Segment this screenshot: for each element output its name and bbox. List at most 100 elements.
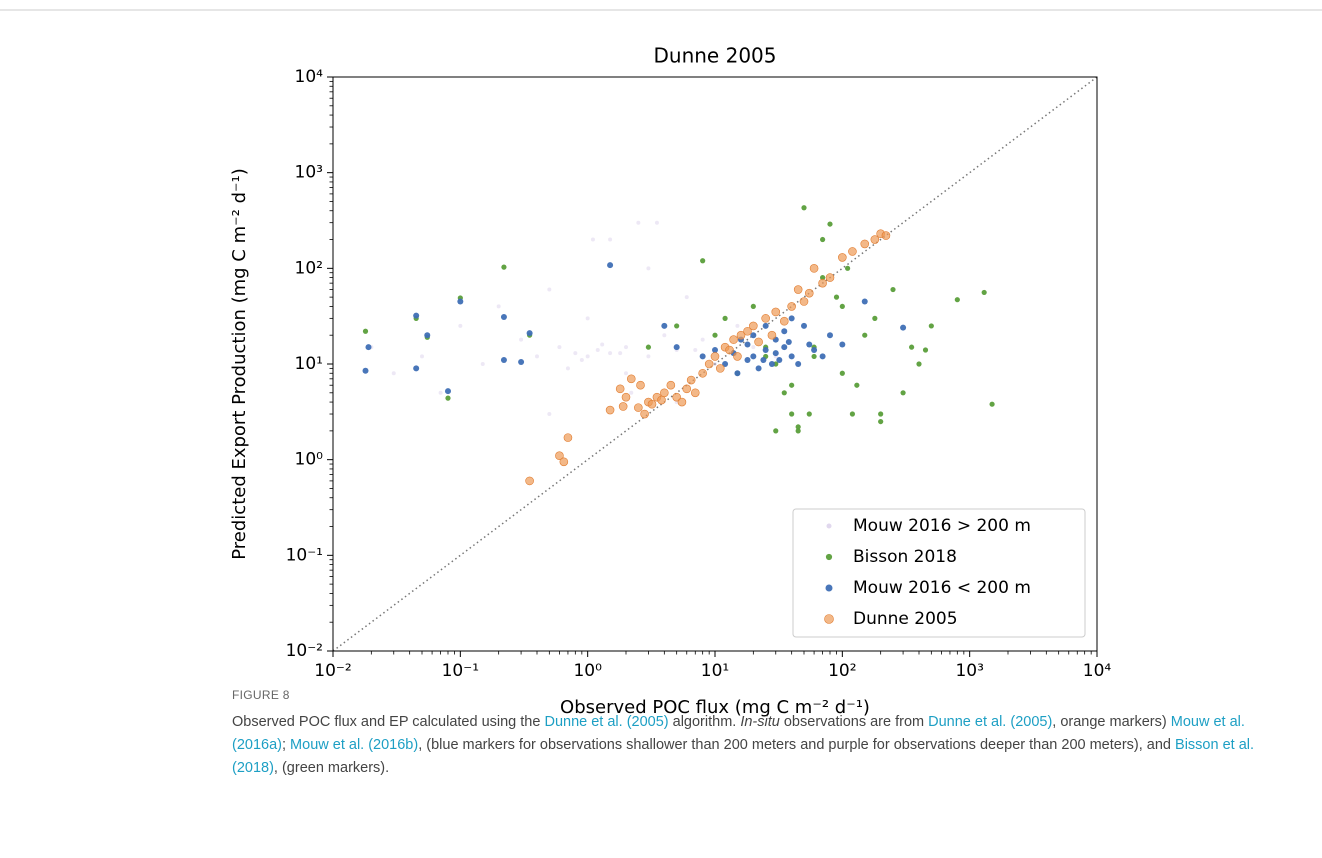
data-point — [559, 457, 569, 467]
data-point — [500, 313, 507, 320]
data-point — [928, 323, 934, 329]
y-axis-label: Predicted Export Production (mg C m⁻² d⁻… — [229, 168, 250, 559]
data-point — [662, 333, 667, 338]
data-point — [768, 361, 775, 367]
plot-frame — [332, 76, 1098, 652]
data-point — [809, 264, 819, 273]
data-point — [645, 344, 652, 350]
legend-marker — [825, 584, 833, 592]
data-point — [744, 357, 751, 364]
citation-link[interactable]: Bisson et al. (2018) — [232, 737, 1255, 776]
legend-label: Mouw 2016 < 200 m — [853, 578, 1031, 598]
x-axis-label: Observed POC flux (mg C m⁻² d⁻¹) — [560, 697, 870, 718]
data-point — [590, 237, 595, 242]
data-point — [699, 353, 706, 360]
data-point — [500, 357, 507, 364]
data-point — [496, 304, 501, 309]
data-point — [557, 345, 562, 350]
data-point — [804, 288, 814, 298]
data-point — [647, 399, 657, 409]
data-point — [881, 231, 891, 240]
data-point — [827, 221, 833, 227]
y-tick-label: 10³ — [295, 163, 323, 183]
citation-link[interactable]: Mouw et al. (2016b) — [290, 737, 419, 753]
data-point — [806, 341, 813, 348]
data-point — [636, 380, 645, 390]
data-point — [700, 337, 705, 342]
data-point — [779, 316, 789, 326]
x-tick-label: 10¹ — [701, 661, 729, 681]
citation-link[interactable]: Dunne et al. (2005) — [928, 714, 1053, 730]
caption-text: , (blue markers for observations shallow… — [418, 737, 1176, 753]
data-point — [806, 411, 812, 417]
chart-title: Dunne 2005 — [654, 44, 777, 68]
data-point — [954, 297, 960, 303]
data-point — [608, 237, 613, 242]
y-tick-label: 10² — [295, 258, 323, 278]
x-tick-label: 10⁻¹ — [442, 661, 479, 681]
x-tick-label: 10³ — [955, 661, 983, 681]
data-point — [781, 390, 787, 396]
caption-text: In-situ — [740, 714, 780, 730]
data-point — [444, 388, 451, 395]
data-point — [787, 302, 796, 311]
data-point — [872, 315, 878, 321]
data-point — [734, 370, 741, 377]
data-point — [755, 365, 762, 372]
data-point — [722, 315, 728, 321]
one-to-one-line — [332, 76, 1098, 652]
data-point — [922, 347, 929, 353]
data-point — [657, 395, 666, 405]
data-point — [725, 345, 734, 355]
data-point — [666, 380, 676, 390]
data-point — [811, 353, 817, 360]
data-point — [860, 239, 870, 249]
data-point — [989, 401, 995, 407]
data-point — [608, 351, 613, 356]
data-point — [534, 354, 539, 359]
data-point — [789, 382, 795, 388]
legend-marker — [825, 553, 833, 561]
data-point — [445, 395, 451, 401]
data-point — [839, 303, 845, 310]
data-point — [788, 315, 795, 322]
data-point — [673, 344, 680, 351]
data-point — [686, 375, 696, 385]
data-point — [826, 332, 833, 339]
caption-text: observations are from — [779, 714, 929, 730]
data-point — [776, 357, 783, 364]
data-point — [526, 330, 533, 337]
data-point — [713, 362, 717, 366]
data-point — [767, 330, 777, 340]
data-point — [811, 347, 818, 354]
data-point — [749, 321, 758, 331]
data-point — [438, 390, 443, 395]
data-point — [744, 341, 751, 348]
data-point — [845, 265, 851, 271]
citation-link[interactable]: Mouw et al. (2016a) — [232, 714, 1245, 753]
data-point — [789, 411, 795, 417]
data-point — [585, 354, 590, 359]
x-tick-label: 10² — [828, 661, 856, 681]
citation-link[interactable]: Dunne et al. (2005) — [544, 714, 669, 730]
data-point — [839, 341, 846, 348]
data-point — [519, 337, 524, 342]
data-point — [646, 354, 651, 359]
data-point — [754, 337, 763, 347]
data-point — [621, 392, 631, 402]
data-point — [722, 361, 729, 367]
data-point — [693, 348, 698, 353]
data-point — [736, 330, 746, 340]
data-point — [413, 365, 420, 372]
data-point — [565, 366, 570, 371]
data-point — [773, 428, 779, 434]
data-point — [750, 332, 757, 339]
data-point — [819, 353, 826, 360]
data-point — [579, 358, 584, 363]
data-point — [672, 392, 681, 402]
y-tick-label: 10⁴ — [295, 67, 324, 87]
data-point — [760, 357, 767, 364]
data-point — [660, 388, 669, 398]
